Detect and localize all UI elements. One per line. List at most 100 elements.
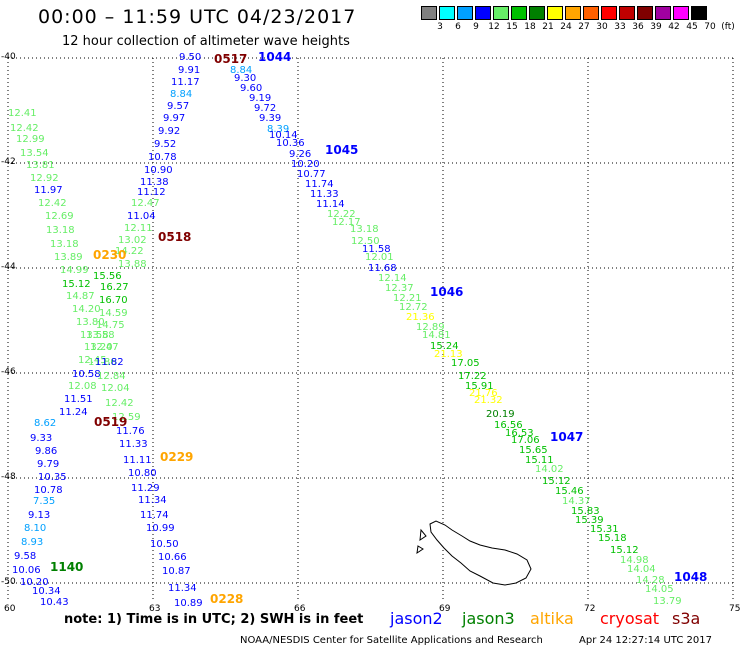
wave-height-value: 9.33 (30, 433, 53, 444)
wave-height-value: 13.80 (76, 317, 105, 328)
wave-height-value: 10.35 (38, 472, 67, 483)
legend-swatch (673, 6, 689, 20)
legend-swatch (547, 6, 563, 20)
wave-height-value: 17.06 (511, 435, 540, 446)
wave-height-value: 14.02 (535, 464, 564, 475)
wave-height-value: 11.58 (362, 244, 391, 255)
wave-height-value: 9.60 (240, 83, 263, 94)
legend-swatch (529, 6, 545, 20)
credit-text: NOAA/NESDIS Center for Satellite Applica… (240, 635, 543, 646)
legend-unit: (ft) (721, 22, 735, 32)
wave-height-value: 13.54 (20, 148, 49, 159)
longitude-label: 69 (439, 604, 451, 614)
pass-time-label: 0519 (94, 415, 128, 429)
wave-height-value: 13.18 (50, 239, 79, 250)
wave-height-value: 13.88 (118, 259, 147, 270)
wave-height-value: 15.12 (62, 279, 91, 290)
pass-time-label: 0228 (210, 592, 244, 606)
wave-height-value: 9.97 (163, 113, 186, 124)
legend-label: 27 (578, 22, 590, 32)
wave-height-value: 10.06 (12, 565, 41, 576)
wave-height-value: 15.46 (555, 486, 584, 497)
wave-height-value: 21.32 (474, 395, 503, 406)
legend-swatch (655, 6, 671, 20)
wave-height-value: 12.41 (8, 108, 37, 119)
generation-timestamp: Apr 24 12:27:14 UTC 2017 (579, 635, 712, 646)
legend-label: 36 (632, 22, 644, 32)
wave-height-value: 14.28 (636, 575, 665, 586)
wave-height-value: 16.56 (494, 420, 523, 431)
legend-swatch (601, 6, 617, 20)
wave-height-value: 11.74 (305, 179, 334, 190)
wave-height-value: 13.79 (653, 596, 682, 607)
wave-height-value: 11.17 (171, 77, 200, 88)
wave-height-value: 12.21 (393, 293, 422, 304)
wave-height-value: 17.05 (451, 358, 480, 369)
wave-height-value: 10.20 (291, 159, 320, 170)
page-subtitle: 12 hour collection of altimeter wave hei… (62, 34, 350, 49)
wave-height-value: 16.27 (100, 282, 129, 293)
wave-height-value: 11.97 (34, 185, 63, 196)
wave-height-value: 14.37 (562, 496, 591, 507)
wave-height-value: 11.11 (123, 455, 152, 466)
wave-height-value: 12.04 (101, 383, 130, 394)
wave-height-value: 12.11 (124, 223, 153, 234)
wave-height-value: 10.66 (158, 552, 187, 563)
wave-height-value: 8.84 (170, 89, 193, 100)
wave-height-value: 9.52 (154, 139, 177, 150)
wave-height-value: 15.24 (430, 341, 459, 352)
wave-height-value: 15.65 (519, 445, 548, 456)
wave-height-value: 12.42 (38, 198, 67, 209)
latitude-label: -46 (1, 367, 16, 377)
pass-time-label: 1044 (258, 50, 292, 64)
wave-height-value: 7.35 (33, 496, 56, 507)
legend-label: 42 (668, 22, 680, 32)
legend-label: 15 (506, 22, 518, 32)
wave-height-value: 15.31 (590, 524, 619, 535)
wave-height-value: 11.68 (368, 263, 397, 274)
wave-height-value: 12.37 (385, 283, 414, 294)
wave-height-value: 9.39 (259, 113, 282, 124)
wave-height-value: 10.20 (20, 577, 49, 588)
wave-height-value: 13.58 (80, 330, 109, 341)
wave-height-value: 15.56 (93, 271, 122, 282)
wave-height-value: 14.22 (115, 246, 144, 257)
legend-swatch (619, 6, 635, 20)
wave-height-value: 12.92 (30, 173, 59, 184)
satellite-name-altika: altika (530, 609, 574, 628)
legend-swatch (475, 6, 491, 20)
wave-height-value: 11.74 (140, 510, 169, 521)
latitude-label: -42 (1, 157, 16, 167)
wave-height-value: 15.18 (598, 533, 627, 544)
longitude-label: 72 (584, 604, 596, 614)
wave-height-value: 15.39 (575, 515, 604, 526)
wave-height-value: 9.72 (254, 103, 277, 114)
wave-height-value: 10.58 (72, 369, 101, 380)
wave-height-value: 12.84 (97, 371, 126, 382)
wave-height-value: 11.04 (127, 211, 156, 222)
wave-height-value: 15.91 (465, 381, 494, 392)
wave-height-value: 9.57 (167, 101, 190, 112)
satellite-name-s3a: s3a (672, 609, 701, 628)
pass-time-label: 0230 (93, 248, 127, 262)
legend-label: 45 (686, 22, 698, 32)
pass-time-label: 1140 (50, 560, 84, 574)
wave-height-value: 21.36 (406, 312, 435, 323)
wave-height-value: 10.36 (276, 138, 305, 149)
wave-height-value: 9.13 (28, 510, 51, 521)
legend-label: 9 (473, 22, 479, 32)
footer-note: note: 1) Time is in UTC; 2) SWH is in fe… (64, 612, 364, 627)
wave-height-value: 12.47 (131, 198, 160, 209)
wave-height-value: 12.50 (351, 236, 380, 247)
satellite-name-jason3: jason3 (462, 609, 515, 628)
wave-height-value: 13.02 (118, 235, 147, 246)
legend-label: 24 (560, 22, 572, 32)
longitude-label: 75 (729, 604, 740, 614)
wave-height-value: 12.89 (416, 322, 445, 333)
longitude-label: 66 (294, 604, 306, 614)
wave-height-value: 13.18 (46, 225, 75, 236)
legend-label: 6 (455, 22, 461, 32)
legend-swatch (583, 6, 599, 20)
